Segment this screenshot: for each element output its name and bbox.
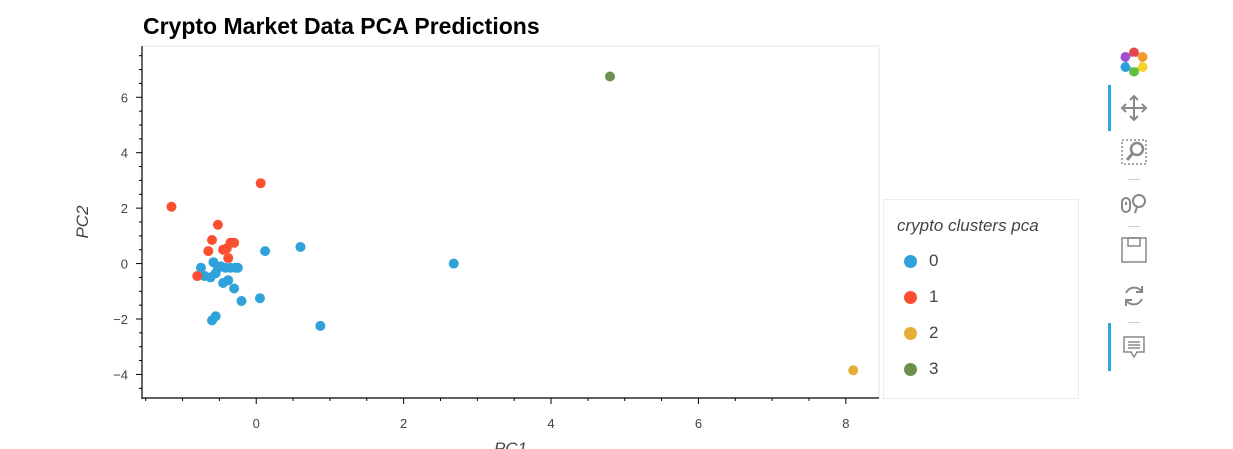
data-point-cluster-0[interactable] [260, 246, 271, 257]
legend: crypto clusters pca 0 1 2 3 [883, 199, 1079, 399]
toolbar-divider [1128, 179, 1140, 180]
data-point-cluster-1[interactable] [207, 235, 218, 246]
x-tick-label: 8 [842, 416, 849, 431]
data-point-cluster-0[interactable] [232, 262, 243, 273]
chart-title: Crypto Market Data PCA Predictions [143, 13, 540, 39]
x-axis-label: PC1 [494, 439, 527, 449]
legend-label-0: 0 [929, 251, 939, 270]
y-axis-label: PC2 [73, 205, 92, 239]
legend-item-0[interactable]: 0 [904, 251, 938, 271]
save-icon[interactable] [1116, 232, 1152, 268]
y-tick-label: 0 [121, 257, 128, 272]
x-tick-label: 4 [547, 416, 554, 431]
data-point-cluster-3[interactable] [604, 71, 615, 82]
legend-item-3[interactable]: 3 [904, 359, 938, 379]
pan-icon[interactable] [1116, 90, 1152, 126]
data-point-cluster-2[interactable] [848, 365, 859, 376]
legend-item-1[interactable]: 1 [904, 287, 938, 307]
toolbar-divider [1128, 226, 1140, 227]
data-point-cluster-0[interactable] [195, 262, 206, 273]
data-point-cluster-1[interactable] [212, 219, 223, 230]
y-tick-label: 4 [121, 146, 128, 161]
data-point-cluster-1[interactable] [192, 271, 203, 282]
data-point-cluster-1[interactable] [255, 178, 266, 189]
data-point-cluster-0[interactable] [315, 320, 326, 331]
y-tick-label: −4 [113, 367, 128, 382]
data-point-cluster-0[interactable] [229, 283, 240, 294]
wheel-zoom-icon[interactable] [1116, 186, 1152, 222]
x-tick-label: 6 [695, 416, 702, 431]
data-point-cluster-0[interactable] [210, 311, 221, 322]
toolbar-divider [1128, 322, 1140, 323]
legend-marker-1 [904, 290, 917, 304]
hover-icon[interactable] [1116, 329, 1152, 365]
x-tick-label: 0 [253, 416, 260, 431]
y-tick-label: 6 [121, 90, 128, 105]
box-zoom-icon[interactable] [1116, 134, 1152, 170]
toolbar [1108, 40, 1158, 380]
data-point-cluster-0[interactable] [295, 241, 306, 252]
legend-label-2: 2 [929, 323, 939, 342]
data-point-cluster-0[interactable] [236, 295, 247, 306]
legend-title: crypto clusters pca [897, 216, 1039, 235]
x-tick-label: 2 [400, 416, 407, 431]
y-tick-label: 2 [121, 201, 128, 216]
data-point-cluster-1[interactable] [166, 201, 177, 212]
legend-label-1: 1 [929, 287, 939, 306]
data-point-cluster-0[interactable] [254, 293, 265, 304]
legend-marker-3 [904, 362, 917, 376]
legend-marker-2 [904, 326, 917, 340]
plot-frame [141, 45, 880, 399]
legend-item-2[interactable]: 2 [904, 323, 938, 343]
pan-active-indicator [1108, 85, 1111, 131]
data-point-cluster-1[interactable] [203, 246, 214, 257]
data-point-cluster-0[interactable] [223, 275, 234, 286]
legend-label-3: 3 [929, 359, 939, 378]
bokeh-logo-icon[interactable] [1116, 44, 1152, 80]
reset-icon[interactable] [1116, 278, 1152, 314]
legend-marker-0 [904, 254, 917, 268]
data-point-cluster-1[interactable] [223, 253, 234, 264]
hover-active-indicator [1108, 323, 1111, 371]
data-point-cluster-0[interactable] [448, 258, 459, 269]
y-tick-label: −2 [113, 312, 128, 327]
data-point-cluster-1[interactable] [229, 237, 240, 248]
